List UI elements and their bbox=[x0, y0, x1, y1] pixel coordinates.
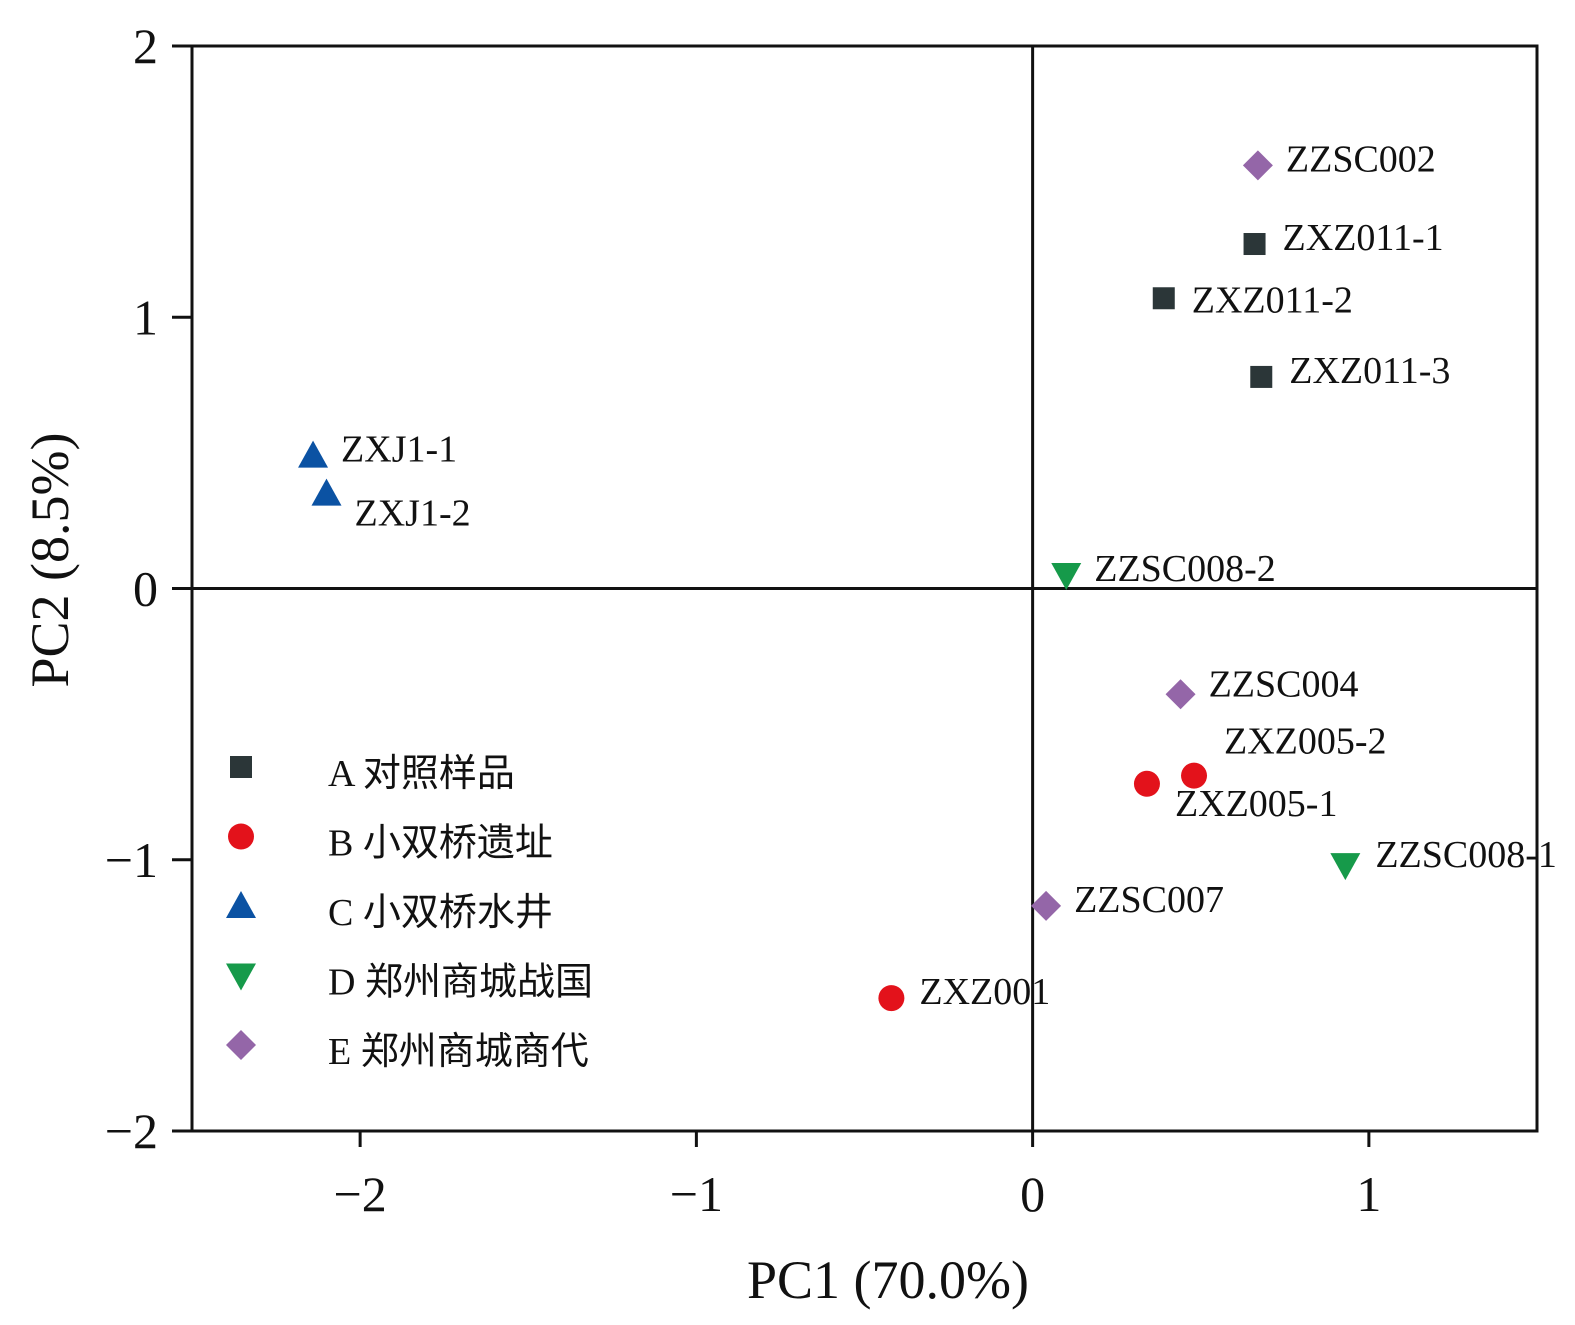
legend-label: E 郑州商城商代 bbox=[328, 1031, 589, 1073]
data-point-label: ZXJ1-1 bbox=[341, 429, 457, 471]
legend-marker bbox=[226, 963, 256, 991]
data-point-marker bbox=[298, 440, 329, 468]
x-tick-label: 0 bbox=[1020, 1166, 1045, 1222]
data-point-label: ZZSC008-1 bbox=[1375, 834, 1557, 876]
legend-label: B 小双桥遗址 bbox=[328, 823, 553, 865]
data-point-label: ZXZ001 bbox=[919, 971, 1050, 1013]
data-point-marker bbox=[1242, 150, 1273, 181]
data-point-marker bbox=[1133, 770, 1160, 797]
data-point-label: ZXZ005-1 bbox=[1175, 783, 1338, 825]
data-point-marker bbox=[1152, 287, 1175, 310]
data-point-marker bbox=[1031, 890, 1062, 921]
data-point-label: ZXZ011-3 bbox=[1289, 350, 1450, 392]
x-tick-label: −2 bbox=[334, 1166, 387, 1222]
data-point-label: ZZSC002 bbox=[1286, 138, 1436, 180]
legend-marker bbox=[226, 891, 256, 918]
legend: A 对照样品 B 小双桥遗址 C 小双桥水井 D 郑州商城战国 E 郑州商城商代 bbox=[226, 753, 593, 1073]
legend-label: C 小双桥水井 bbox=[328, 892, 553, 934]
data-point-marker bbox=[1243, 233, 1266, 256]
legend-label: A 对照样品 bbox=[328, 753, 515, 795]
data-point-label: ZXZ005-2 bbox=[1224, 721, 1387, 763]
data-point-marker bbox=[1165, 679, 1196, 710]
legend-label: D 郑州商城战国 bbox=[328, 962, 593, 1004]
data-points: ZXZ011-1 ZXZ011-2 ZXZ011-3 ZXZ005-2 ZXZ005-1… bbox=[298, 138, 1557, 1013]
data-point-label: ZZSC007 bbox=[1074, 879, 1224, 921]
data-point-label: ZXZ011-1 bbox=[1283, 217, 1444, 259]
data-point-label: ZZSC004 bbox=[1209, 663, 1359, 705]
reference-lines bbox=[192, 46, 1537, 1131]
x-axis-ticks: −2 −1 0 1 bbox=[334, 1131, 1381, 1222]
data-point-marker bbox=[1181, 762, 1208, 789]
x-tick-label: −1 bbox=[670, 1166, 723, 1222]
legend-marker bbox=[226, 1030, 256, 1060]
y-tick-label: 1 bbox=[133, 289, 158, 345]
data-point-marker bbox=[1051, 562, 1082, 590]
y-tick-label: −2 bbox=[105, 1103, 158, 1159]
data-point-marker bbox=[1330, 853, 1361, 881]
data-point-marker bbox=[1250, 365, 1273, 388]
y-tick-label: −1 bbox=[105, 832, 158, 888]
data-point-label: ZXZ011-2 bbox=[1192, 279, 1353, 321]
legend-marker bbox=[230, 756, 252, 778]
x-axis-title: PC1 (70.0%) bbox=[747, 1250, 1029, 1310]
data-point-marker bbox=[878, 985, 905, 1012]
legend-marker bbox=[228, 823, 254, 850]
x-tick-label: 1 bbox=[1356, 1166, 1381, 1222]
data-point-label: ZXJ1-2 bbox=[355, 493, 471, 535]
y-tick-label: 2 bbox=[133, 18, 158, 74]
y-axis-title: PC2 (8.5%) bbox=[20, 433, 80, 688]
data-point-label: ZZSC008-2 bbox=[1094, 548, 1276, 590]
data-point-marker bbox=[311, 478, 342, 506]
y-axis-ticks: −2 −1 0 1 2 bbox=[105, 18, 192, 1159]
y-tick-label: 0 bbox=[133, 561, 158, 617]
